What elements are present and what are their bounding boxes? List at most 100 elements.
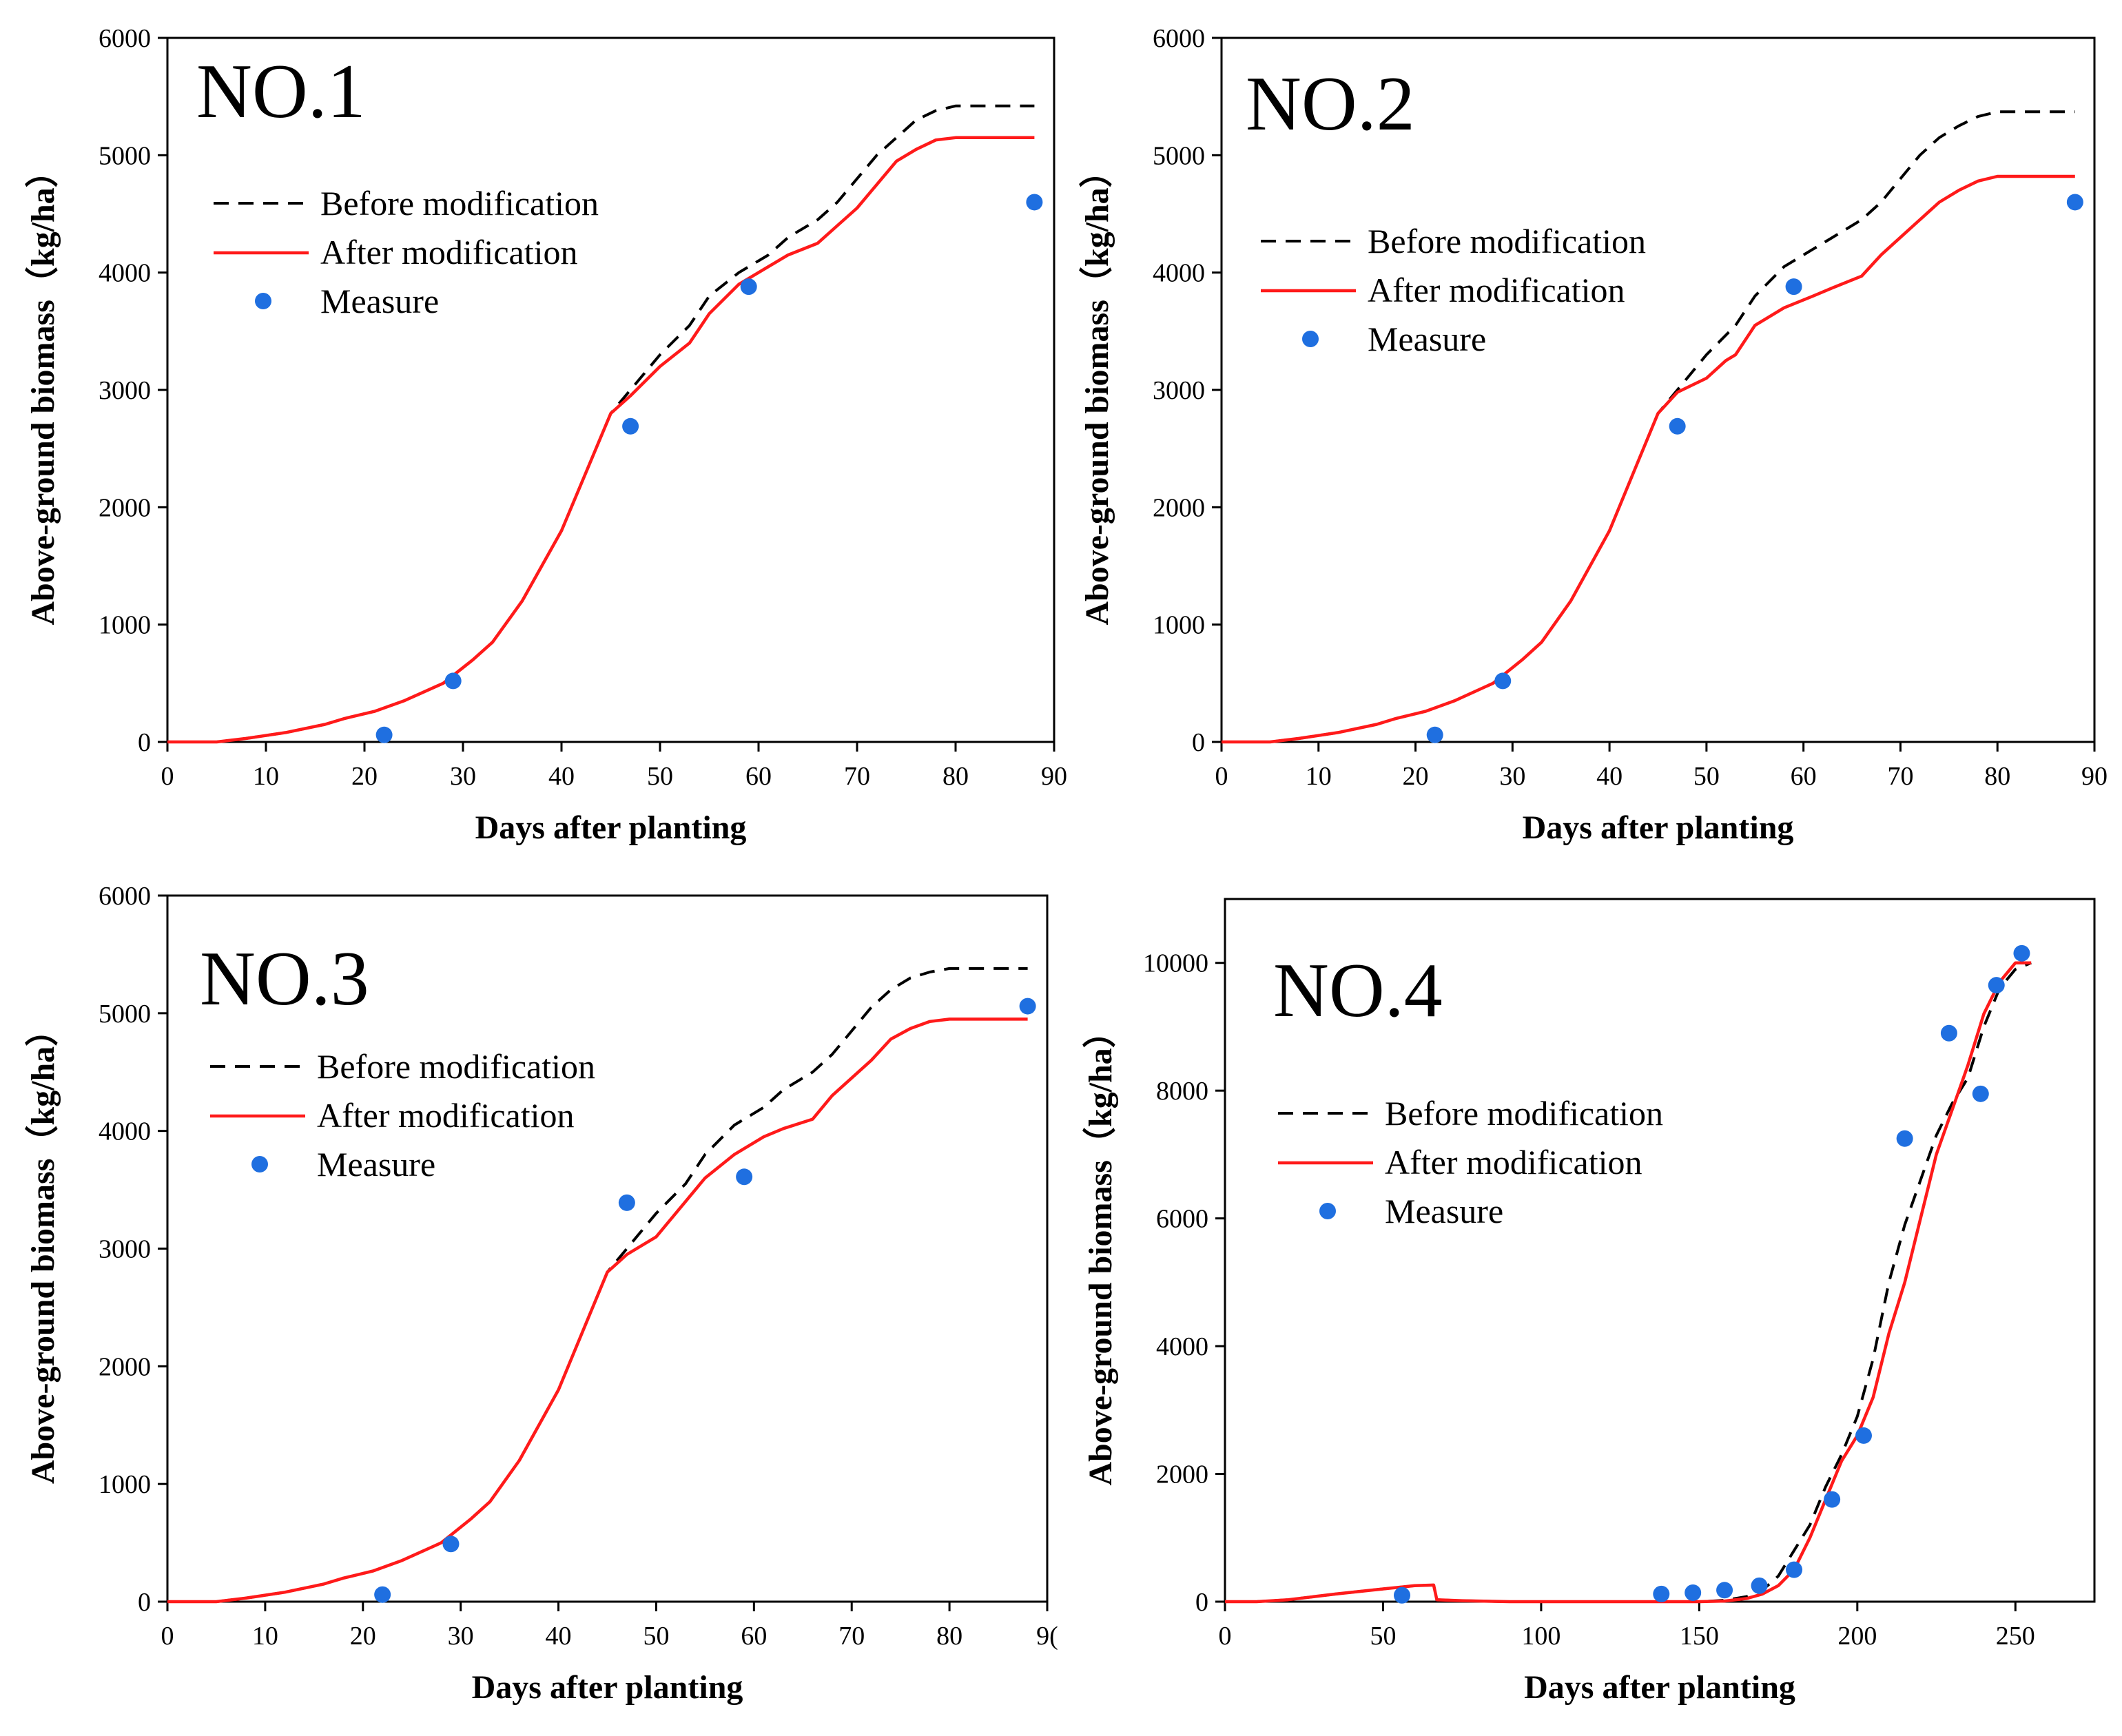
after-modification-line xyxy=(167,136,1035,744)
panel-label: NO.3 xyxy=(200,936,369,1022)
y-axis-title: Above-ground biomass（kg/ha） xyxy=(1079,154,1115,625)
legend-measure-label: Measure xyxy=(317,1145,435,1184)
measure-point xyxy=(736,1168,753,1186)
y-tick-label: 0 xyxy=(138,1588,151,1617)
x-tick-label: 60 xyxy=(741,1622,767,1651)
x-tick-label: 0 xyxy=(161,1622,174,1651)
chart-panel-2: 0 10 20 30 40 50 60 70 80 90 0 1000 2000 3000 4000 5000… xyxy=(1079,24,2108,846)
x-tick-label: 70 xyxy=(1887,762,1913,791)
x-tick-label: 80 xyxy=(1984,762,2010,791)
x-tick-label: 150 xyxy=(1680,1622,1719,1651)
x-axis-title: Days after planting xyxy=(1524,1669,1795,1706)
measure-point xyxy=(2066,194,2083,211)
y-tick-label: 0 xyxy=(1192,728,1205,757)
y-tick-label: 3000 xyxy=(99,1235,151,1264)
x-tick-label: 30 xyxy=(448,1622,474,1651)
before-modification-line xyxy=(1225,961,2032,1603)
measure-point xyxy=(1896,1130,1913,1147)
measure-point xyxy=(622,417,639,435)
legend-before-label: Before modification xyxy=(320,184,599,223)
legend-after-label: After modification xyxy=(1385,1143,1642,1181)
measure-point xyxy=(1940,1024,1957,1042)
x-tick-label: 10 xyxy=(252,1622,278,1651)
x-axis-title: Days after planting xyxy=(472,1669,743,1706)
measure-point xyxy=(442,1536,460,1553)
measure-point xyxy=(1426,726,1443,743)
measure-point xyxy=(1988,977,2005,994)
x-tick-label: 100 xyxy=(1521,1622,1560,1651)
y-tick-label: 10000 xyxy=(1143,949,1208,978)
x-tick-label: 0 xyxy=(1219,1622,1232,1651)
measure-point xyxy=(1026,194,1043,211)
legend: Before modification After modification Mea… xyxy=(214,184,599,320)
measure-point xyxy=(1855,1427,1872,1444)
x-tick-label: 10 xyxy=(1306,762,1332,791)
x-tick-label: 20 xyxy=(1403,762,1429,791)
x-axis-title: Days after planting xyxy=(1523,809,1794,846)
y-tick-label: 1000 xyxy=(1153,611,1205,640)
panel-label: NO.4 xyxy=(1273,948,1443,1033)
x-tick-label: 9( xyxy=(1036,1622,1058,1651)
legend-measure-label: Measure xyxy=(320,282,439,320)
x-tick-label: 40 xyxy=(548,762,575,791)
measure-point xyxy=(1019,998,1036,1015)
measure-point xyxy=(1786,1561,1803,1578)
legend-measure-label: Measure xyxy=(1385,1192,1503,1230)
legend-measure-swatch xyxy=(1302,331,1319,347)
y-tick-label: 6000 xyxy=(99,882,151,911)
before-modification-line xyxy=(167,967,1028,1603)
measure-point xyxy=(1669,417,1686,435)
y-tick-label: 4000 xyxy=(1153,259,1205,288)
x-tick-label: 60 xyxy=(1791,762,1817,791)
y-axis-title: Above-ground biomass（kg/ha） xyxy=(25,1013,61,1484)
y-tick-label: 5000 xyxy=(99,141,151,170)
y-tick-label: 0 xyxy=(138,728,151,757)
measure-point xyxy=(444,672,462,690)
after-modification-line xyxy=(1225,961,2032,1604)
plot-frame xyxy=(166,37,1055,743)
y-axis-title: Above-ground biomass（kg/ha） xyxy=(25,154,61,625)
x-tick-label: 250 xyxy=(1996,1622,2035,1651)
before-modification-line xyxy=(167,104,1035,743)
measure-point xyxy=(2013,944,2030,962)
y-tick-label: 1000 xyxy=(99,1470,151,1499)
panel-label: NO.1 xyxy=(196,49,366,134)
y-tick-label: 5000 xyxy=(1153,141,1205,170)
x-tick-label: 70 xyxy=(844,762,870,791)
y-tick-label: 2000 xyxy=(1153,493,1205,522)
y-tick-label: 4000 xyxy=(99,1117,151,1146)
measure-point xyxy=(1494,672,1512,690)
legend-before-label: Before modification xyxy=(1368,222,1646,260)
x-tick-label: 80 xyxy=(936,1622,962,1651)
chart-panel-3: 0 10 20 30 40 50 60 70 80 9(0 1000 2000 3000 4000 5000… xyxy=(25,882,1058,1706)
legend-before-label: Before modification xyxy=(1385,1094,1663,1133)
x-tick-label: 50 xyxy=(643,1622,669,1651)
x-tick-label: 80 xyxy=(942,762,969,791)
chart-panel-4: 0 50 100 150 200 250 0 2000 4000 6000 8000 10000 Day… xyxy=(1082,898,2096,1706)
measure-point xyxy=(374,1586,391,1603)
x-tick-label: 50 xyxy=(647,762,673,791)
after-modification-line xyxy=(167,1017,1028,1604)
legend-measure-swatch xyxy=(1319,1203,1336,1219)
legend: Before modification After modification Mea… xyxy=(1278,1094,1663,1230)
legend-measure-swatch xyxy=(255,293,271,309)
x-axis-title: Days after planting xyxy=(475,809,747,846)
measure-point xyxy=(375,726,393,743)
y-tick-label: 3000 xyxy=(1153,376,1205,405)
x-tick-label: 90 xyxy=(2081,762,2108,791)
measure-point xyxy=(618,1194,635,1211)
legend-measure-swatch xyxy=(251,1156,268,1172)
y-axis-title: Above-ground biomass（kg/ha） xyxy=(1082,1015,1119,1485)
x-tick-label: 90 xyxy=(1041,762,1067,791)
measure-point xyxy=(1685,1584,1702,1602)
x-tick-label: 0 xyxy=(1215,762,1228,791)
y-tick-label: 6000 xyxy=(1156,1205,1208,1234)
legend-after-label: After modification xyxy=(1368,271,1625,309)
x-tick-label: 50 xyxy=(1693,762,1720,791)
y-tick-label: 2000 xyxy=(1156,1460,1208,1489)
x-tick-label: 30 xyxy=(1499,762,1525,791)
y-tick-label: 4000 xyxy=(99,259,151,288)
x-tick-label: 10 xyxy=(253,762,279,791)
x-tick-label: 70 xyxy=(838,1622,865,1651)
